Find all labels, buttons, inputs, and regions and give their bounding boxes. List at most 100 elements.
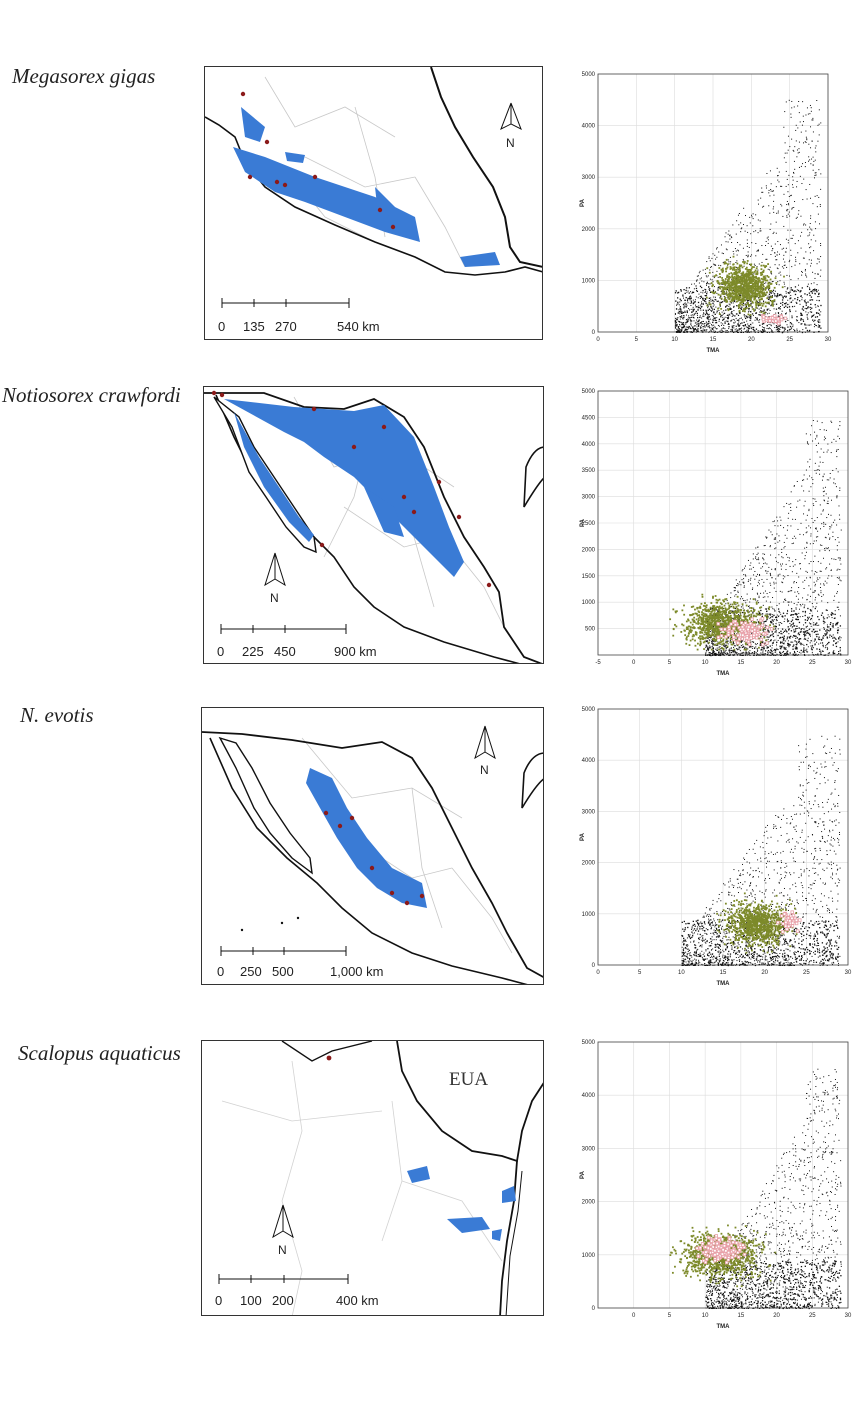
- point-background: [712, 329, 714, 331]
- point-predicted: [739, 640, 741, 643]
- point-background: [807, 113, 809, 115]
- point-predicted: [768, 608, 770, 611]
- point-background: [741, 306, 743, 308]
- point-background: [755, 556, 757, 558]
- point-background: [699, 297, 701, 299]
- point-predicted: [742, 274, 745, 277]
- point-background: [815, 145, 817, 147]
- point-background: [813, 591, 815, 593]
- point-background: [751, 242, 753, 244]
- point-background: [689, 297, 691, 299]
- point-predicted: [731, 280, 734, 283]
- point-background: [831, 612, 833, 614]
- point-background: [809, 183, 811, 185]
- point-background: [729, 603, 731, 605]
- point-background: [831, 635, 833, 637]
- point-background: [820, 448, 822, 450]
- point-background: [797, 654, 799, 656]
- point-background: [683, 303, 685, 305]
- point-background: [694, 325, 696, 327]
- point-background: [737, 610, 739, 612]
- point-background: [728, 230, 730, 232]
- point-background: [706, 645, 708, 647]
- x-tick-label: 25: [809, 660, 816, 666]
- point-background: [773, 587, 775, 589]
- point-predicted: [764, 614, 767, 617]
- point-predicted: [733, 648, 736, 651]
- point-predicted: [696, 648, 699, 651]
- point-predicted: [727, 296, 730, 299]
- point-background: [760, 609, 762, 612]
- point-background: [809, 595, 811, 597]
- point-background: [765, 311, 767, 313]
- point-background: [696, 324, 698, 326]
- point-background: [744, 567, 746, 569]
- point-background: [789, 625, 791, 627]
- point-background: [775, 557, 777, 559]
- point-background: [748, 325, 750, 327]
- point-background: [718, 287, 720, 289]
- point-predicted: [744, 268, 747, 270]
- point-background: [681, 322, 683, 324]
- point-background: [782, 301, 784, 304]
- point-background: [772, 623, 774, 625]
- point-background: [804, 649, 806, 651]
- point-background: [703, 281, 705, 283]
- point-background: [819, 321, 821, 323]
- point-background: [697, 309, 699, 311]
- point-background: [769, 616, 771, 618]
- point-background: [780, 306, 782, 308]
- point-background: [679, 331, 681, 333]
- point-background: [744, 565, 746, 567]
- point-background: [721, 652, 723, 654]
- point-background: [743, 574, 745, 576]
- point-background: [795, 618, 797, 620]
- point-background: [787, 242, 789, 244]
- point-predicted: [741, 300, 744, 302]
- point-background: [782, 578, 784, 580]
- point-background: [764, 545, 766, 547]
- point-predicted: [741, 310, 744, 313]
- point-background: [750, 562, 752, 564]
- point-background: [764, 562, 766, 564]
- point-background: [677, 303, 679, 305]
- point-background: [824, 621, 826, 623]
- point-background: [797, 289, 800, 292]
- point-background: [716, 248, 718, 250]
- point-background: [751, 632, 753, 634]
- point-predicted: [742, 292, 745, 295]
- point-background: [807, 616, 809, 619]
- point-background: [790, 590, 792, 592]
- point-background: [806, 441, 808, 443]
- point-background: [759, 314, 761, 316]
- point-background: [810, 299, 812, 301]
- point-background: [770, 304, 772, 307]
- point-background: [810, 588, 812, 590]
- point-background: [725, 649, 727, 651]
- point-background: [751, 306, 753, 308]
- point-background: [776, 533, 778, 535]
- point-background: [788, 654, 790, 656]
- point-background: [825, 633, 828, 635]
- point-background: [786, 329, 789, 332]
- point-background: [797, 152, 799, 154]
- point-background: [687, 299, 689, 301]
- point-background: [826, 631, 828, 633]
- point-background: [745, 602, 747, 604]
- point-predicted: [755, 273, 758, 275]
- point-background: [791, 266, 793, 268]
- point-background: [792, 645, 794, 648]
- point-background: [789, 644, 791, 646]
- point-predicted: [697, 617, 700, 620]
- point-background: [782, 258, 784, 260]
- point-predicted: [717, 281, 720, 284]
- point-background: [743, 600, 745, 602]
- point-background: [837, 641, 839, 643]
- point-background: [733, 305, 735, 307]
- point-background: [701, 301, 703, 303]
- y-tick-label: 0: [592, 330, 596, 336]
- point-background: [764, 654, 766, 656]
- point-predicted: [752, 283, 755, 286]
- point-predicted: [760, 284, 762, 286]
- point-predicted: [731, 273, 734, 276]
